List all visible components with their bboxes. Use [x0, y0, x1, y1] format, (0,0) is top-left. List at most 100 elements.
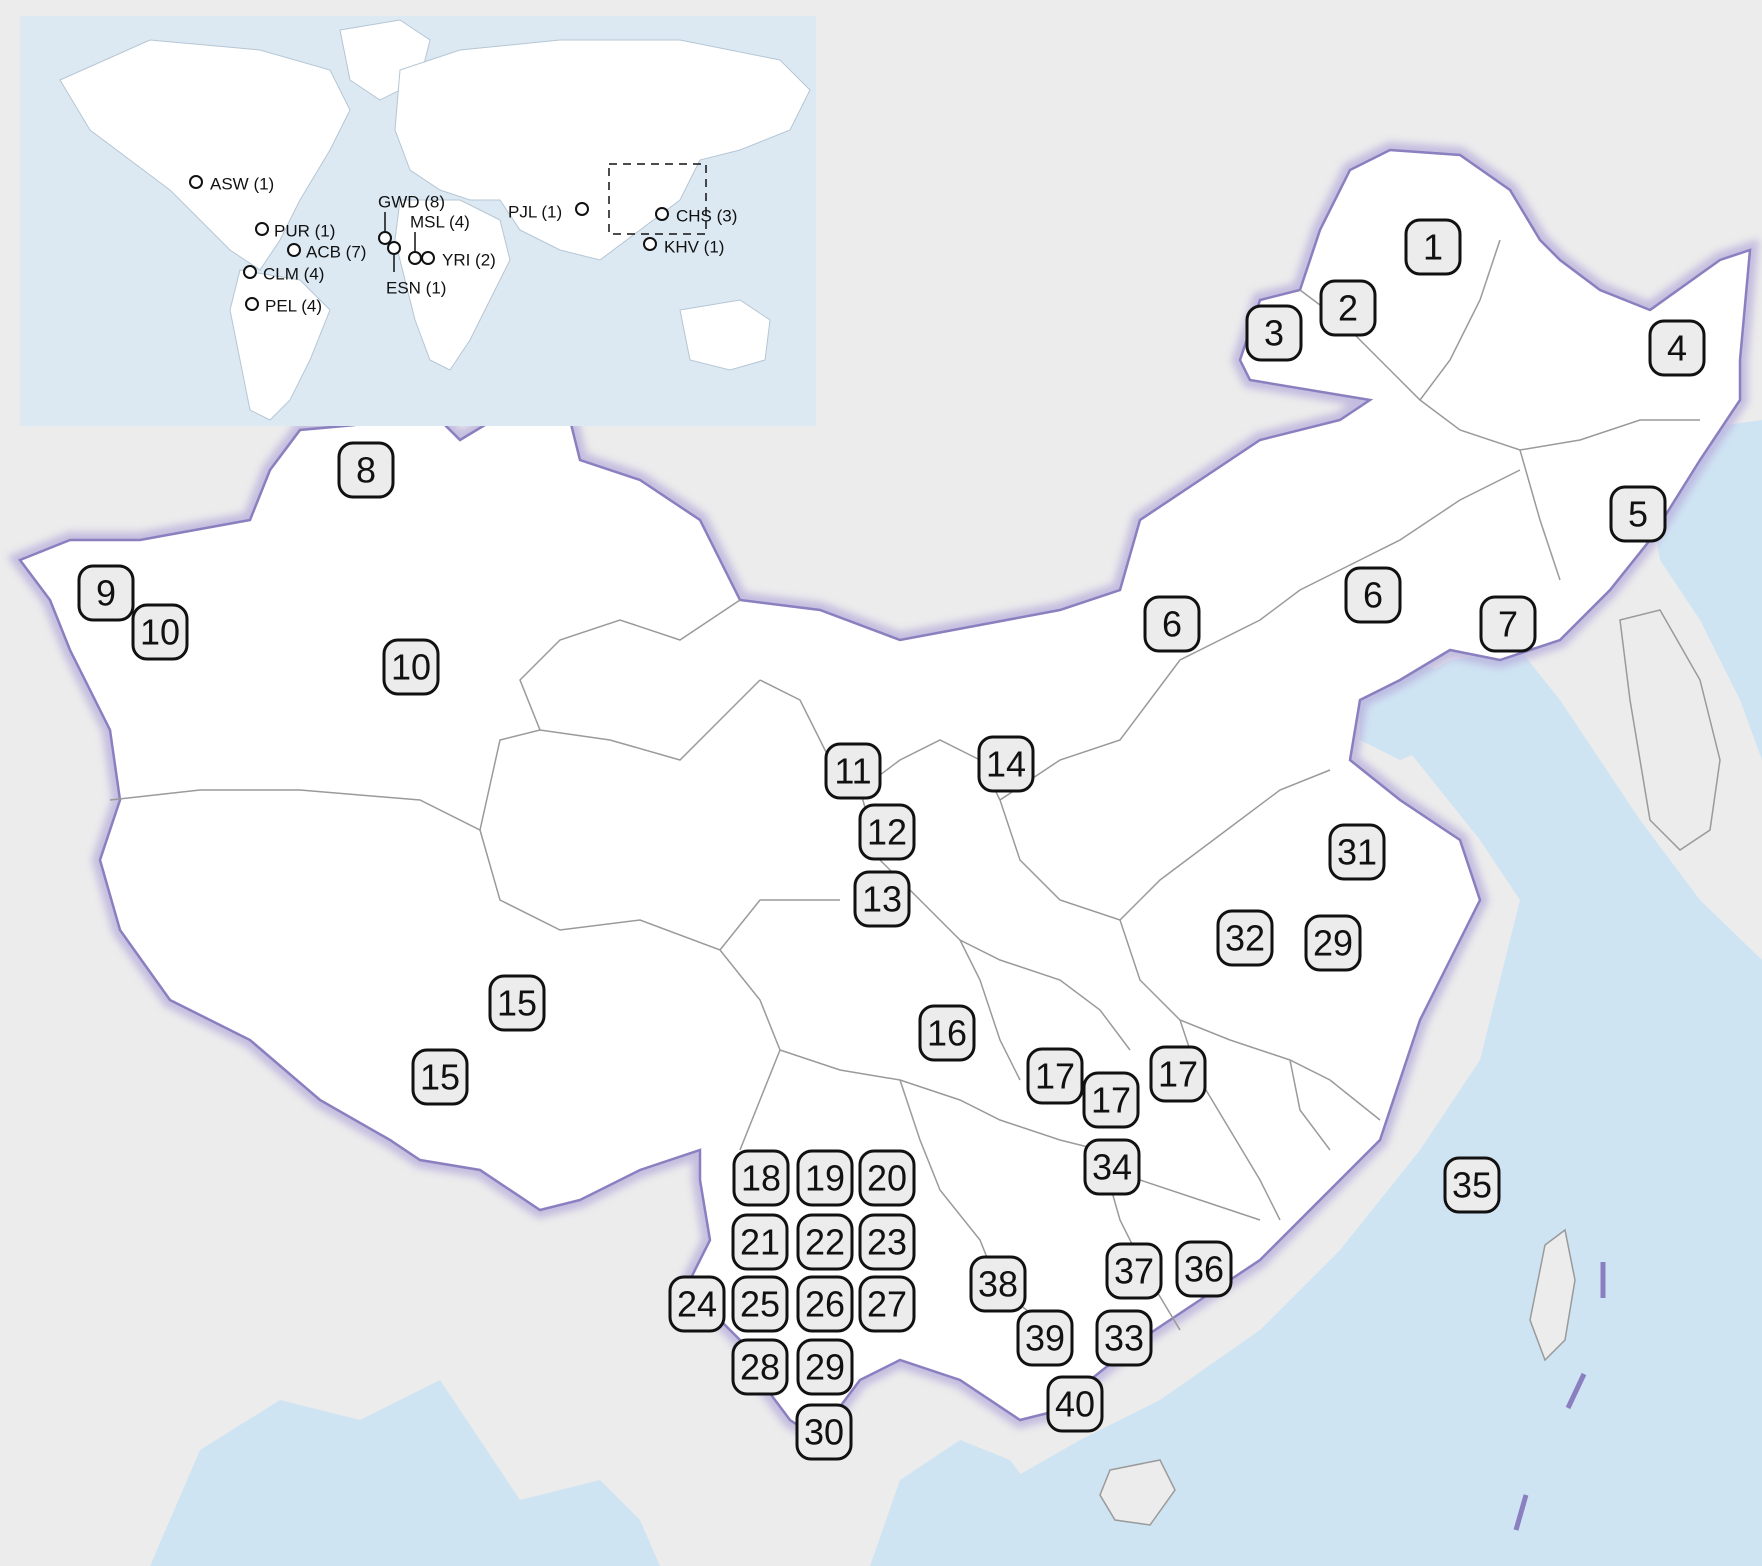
korea-peninsula — [1619, 609, 1721, 851]
svg-text:36: 36 — [1184, 1249, 1224, 1290]
seas — [150, 420, 1762, 1566]
svg-text:31: 31 — [1337, 832, 1377, 873]
svg-text:12: 12 — [867, 812, 907, 853]
svg-text:29: 29 — [805, 1347, 845, 1388]
inset-continents — [59, 19, 811, 421]
svg-text:40: 40 — [1055, 1384, 1095, 1425]
site-marker: 5 — [1609, 485, 1667, 543]
site-marker: 13 — [853, 870, 911, 928]
site-marker: 30 — [795, 1403, 853, 1461]
svg-text:6: 6 — [1162, 604, 1182, 645]
site-markers: 1 2 3 4 5 6 6 7 8 9 10 10 11 12 13 14 15… — [77, 218, 1706, 1461]
svg-text:PEL (4): PEL (4) — [265, 297, 322, 316]
svg-text:4: 4 — [1667, 328, 1687, 369]
site-marker: 21 — [731, 1213, 789, 1271]
site-marker: 34 — [1083, 1138, 1141, 1196]
site-marker: 29 — [1304, 914, 1362, 972]
svg-text:3: 3 — [1264, 313, 1284, 354]
svg-text:24: 24 — [677, 1284, 717, 1325]
svg-text:15: 15 — [420, 1057, 460, 1098]
site-marker: 15 — [411, 1048, 469, 1106]
site-marker: 26 — [796, 1275, 854, 1333]
bay-of-bengal — [150, 1380, 660, 1566]
svg-text:17: 17 — [1158, 1054, 1198, 1095]
svg-text:27: 27 — [867, 1284, 907, 1325]
svg-text:1: 1 — [1423, 227, 1443, 268]
world-inset: ASW (1) PUR (1) ACB (7) CLM (4) PEL (4) … — [20, 16, 816, 426]
inset-population-markers: ASW (1) PUR (1) ACB (7) CLM (4) PEL (4) … — [189, 175, 737, 316]
svg-text:KHV (1): KHV (1) — [664, 238, 724, 257]
site-marker: 17 — [1149, 1045, 1207, 1103]
nine-dash-line — [1513, 1262, 1606, 1531]
svg-text:GWD (8): GWD (8) — [378, 193, 445, 212]
svg-text:25: 25 — [740, 1284, 780, 1325]
population-msl: MSL (4) — [408, 213, 470, 265]
site-marker: 3 — [1245, 304, 1303, 362]
svg-text:MSL (4): MSL (4) — [410, 213, 470, 232]
hainan — [1099, 1459, 1176, 1526]
site-marker: 32 — [1216, 909, 1274, 967]
svg-text:10: 10 — [140, 612, 180, 653]
site-marker: 16 — [918, 1004, 976, 1062]
site-marker: 25 — [731, 1275, 789, 1333]
svg-text:7: 7 — [1498, 604, 1518, 645]
site-marker: 6 — [1344, 566, 1402, 624]
svg-text:5: 5 — [1628, 494, 1648, 535]
site-marker: 1 — [1404, 218, 1462, 276]
australia — [679, 299, 771, 371]
site-marker: 20 — [858, 1149, 916, 1207]
site-marker: 14 — [977, 735, 1035, 793]
svg-text:29: 29 — [1313, 923, 1353, 964]
site-marker: 10 — [382, 638, 440, 696]
site-marker: 17 — [1026, 1047, 1084, 1105]
site-marker: 37 — [1105, 1242, 1163, 1300]
site-marker: 29 — [796, 1338, 854, 1396]
svg-text:23: 23 — [867, 1222, 907, 1263]
svg-text:14: 14 — [986, 744, 1026, 785]
svg-text:6: 6 — [1363, 575, 1383, 616]
site-marker: 39 — [1016, 1309, 1074, 1367]
site-marker: 19 — [796, 1149, 854, 1207]
site-marker: 12 — [858, 803, 916, 861]
svg-text:8: 8 — [356, 450, 376, 491]
site-marker: 35 — [1443, 1156, 1501, 1214]
population-pjl: PJL (1) — [508, 202, 589, 222]
population-khv: KHV (1) — [643, 237, 724, 257]
china-territory — [7, 141, 1760, 1452]
site-marker: 8 — [337, 441, 395, 499]
africa — [394, 199, 511, 371]
population-chs: CHS (3) — [655, 207, 737, 226]
site-marker: 31 — [1328, 823, 1386, 881]
svg-text:ASW (1): ASW (1) — [210, 175, 274, 194]
population-gwd: GWD (8) — [378, 193, 445, 245]
svg-text:38: 38 — [978, 1264, 1018, 1305]
site-marker: 33 — [1095, 1309, 1153, 1367]
svg-text:30: 30 — [804, 1412, 844, 1453]
svg-text:28: 28 — [740, 1347, 780, 1388]
site-marker: 15 — [488, 974, 546, 1032]
svg-text:9: 9 — [96, 573, 116, 614]
svg-text:10: 10 — [391, 647, 431, 688]
site-marker: 11 — [824, 742, 882, 800]
china-outline — [18, 148, 1752, 1442]
north-america — [59, 39, 351, 271]
site-marker: 28 — [731, 1338, 789, 1396]
svg-text:37: 37 — [1114, 1251, 1154, 1292]
gulf-of-tonkin — [870, 1440, 1060, 1566]
site-marker: 2 — [1319, 279, 1377, 337]
svg-text:2: 2 — [1338, 288, 1358, 329]
svg-text:CLM (4): CLM (4) — [263, 265, 324, 284]
svg-text:22: 22 — [805, 1222, 845, 1263]
svg-text:CHS (3): CHS (3) — [676, 207, 737, 226]
site-marker: 22 — [796, 1213, 854, 1271]
site-marker: 18 — [732, 1149, 790, 1207]
site-marker: 4 — [1648, 319, 1706, 377]
svg-text:35: 35 — [1452, 1165, 1492, 1206]
svg-text:15: 15 — [497, 983, 537, 1024]
svg-text:19: 19 — [805, 1158, 845, 1199]
taiwan — [1529, 1228, 1576, 1362]
svg-text:11: 11 — [834, 751, 871, 792]
population-pur: PUR (1) — [255, 222, 335, 241]
inset-china-extent-box — [608, 163, 707, 235]
